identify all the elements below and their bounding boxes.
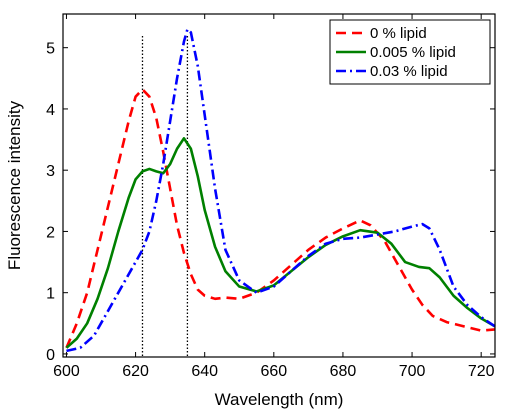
series-line-1: [65, 137, 496, 349]
legend-label-0005-lipid: 0.005 % lipid: [370, 44, 456, 61]
series-lines: [65, 28, 496, 353]
series-line-0: [65, 88, 496, 349]
plot-frame: [62, 13, 496, 358]
y-tick-label-3: 3: [46, 163, 55, 180]
y-tick-label-5: 5: [46, 41, 55, 58]
legend: 0 % lipid 0.005 % lipid 0.03 % lipid: [329, 19, 491, 85]
y-tick-label-1: 1: [46, 286, 55, 303]
x-axis-label: Wavelength (nm): [215, 390, 344, 409]
x-tick-label-600: 600: [53, 363, 80, 380]
x-tick-label-660: 660: [260, 363, 287, 380]
legend-label-0-lipid: 0 % lipid: [370, 25, 427, 42]
legend-label-003-lipid: 0.03 % lipid: [370, 63, 448, 80]
y-tick-label-0: 0: [46, 347, 55, 364]
y-tick-label-2: 2: [46, 224, 55, 241]
x-tick-label-700: 700: [399, 363, 426, 380]
axis-ticks: 600 620 640 660 680 700 720 0 1 2 3 4 5: [46, 14, 495, 380]
x-tick-label-620: 620: [122, 363, 149, 380]
x-tick-label-680: 680: [330, 363, 357, 380]
x-tick-label-720: 720: [468, 363, 495, 380]
reference-lines: [141, 36, 189, 357]
x-tick-label-640: 640: [191, 363, 218, 380]
y-tick-label-4: 4: [46, 102, 55, 119]
y-axis-label: Fluorescence intensity: [5, 100, 24, 270]
